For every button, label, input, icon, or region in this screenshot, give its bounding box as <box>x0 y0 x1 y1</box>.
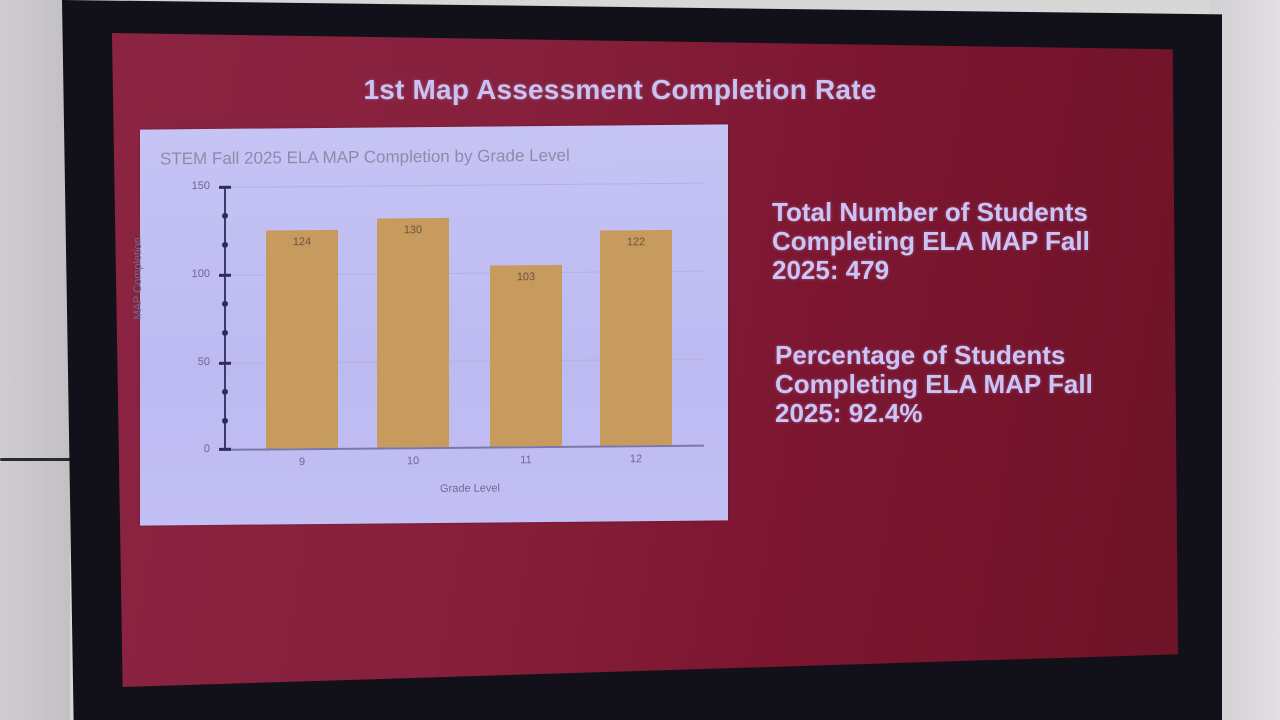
y-tick-label: 150 <box>191 179 210 193</box>
x-tick-label: 12 <box>629 453 643 466</box>
bar-grade-9: 124 <box>266 229 338 449</box>
y-tick-major <box>219 273 231 277</box>
y-tick-minor <box>222 241 228 248</box>
bar-value-label: 103 <box>516 271 536 284</box>
y-tick-minor <box>222 212 228 219</box>
wall-left <box>0 0 70 720</box>
total-students-stat: Total Number of Students Completing ELA … <box>772 197 1090 285</box>
y-tick-minor <box>222 329 228 336</box>
bar-grade-12: 122 <box>600 229 672 446</box>
percentage-students-stat: Percentage of Students Completing ELA MA… <box>775 340 1093 428</box>
x-axis-title: Grade Level <box>440 482 500 495</box>
slide-title: 1st Map Assessment Completion Rate <box>363 74 877 105</box>
y-axis <box>224 186 226 451</box>
bar-value-label: 130 <box>403 224 423 237</box>
y-tick-label: 50 <box>197 355 210 369</box>
y-tick-minor <box>222 388 228 395</box>
bar-grade-11: 103 <box>490 264 562 447</box>
x-tick-label: 11 <box>520 454 532 467</box>
y-tick-label: 100 <box>191 267 210 281</box>
chart-card: STEM Fall 2025 ELA MAP Completion by Gra… <box>132 124 728 526</box>
x-tick-label: 10 <box>406 455 420 468</box>
bar-value-label: 122 <box>626 236 646 249</box>
y-tick-label: 0 <box>203 442 210 456</box>
x-tick-label: 9 <box>298 456 306 469</box>
y-tick-minor <box>222 417 228 424</box>
y-tick-minor <box>222 300 228 307</box>
plot-area: 150 100 50 0 124 130 103 122 9 10 11 12 <box>192 180 704 468</box>
y-axis-title: MAP Completion <box>132 237 144 320</box>
bar-grade-10: 130 <box>377 217 449 448</box>
cable <box>0 458 72 461</box>
gridline <box>224 182 704 188</box>
y-tick-major <box>219 185 231 189</box>
chart-title: STEM Fall 2025 ELA MAP Completion by Gra… <box>160 145 570 169</box>
bar-value-label: 124 <box>292 236 312 249</box>
y-tick-major <box>219 447 231 451</box>
y-tick-major <box>219 361 231 365</box>
